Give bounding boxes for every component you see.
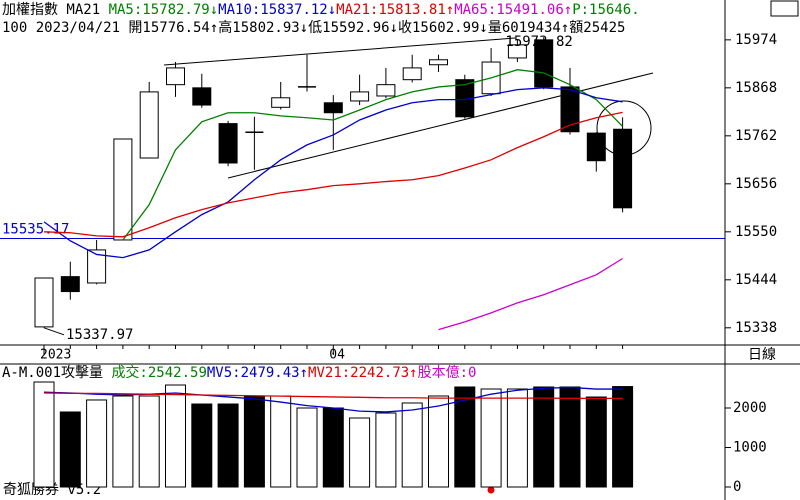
volume-legend-part: 成交:2542.59 bbox=[111, 364, 206, 381]
volume-bar bbox=[612, 386, 634, 488]
candle-body bbox=[376, 84, 396, 97]
volume-legend-part: MV21:2242.73↑ bbox=[308, 365, 418, 381]
candle-body bbox=[218, 123, 238, 164]
header-line-part: P:15646. bbox=[572, 2, 639, 18]
candle-body bbox=[402, 67, 422, 81]
y-tick-label: 15868 bbox=[735, 80, 777, 96]
ma-line bbox=[122, 69, 624, 241]
volume-bar bbox=[112, 395, 134, 488]
volume-bar bbox=[428, 395, 449, 488]
ma-line bbox=[438, 257, 623, 331]
reference-label: 15535.17 bbox=[2, 222, 69, 238]
volume-bar bbox=[559, 386, 581, 488]
volume-bar bbox=[138, 395, 160, 488]
trend-line bbox=[227, 72, 654, 179]
candle-body bbox=[507, 44, 527, 59]
candle-body bbox=[323, 102, 343, 114]
header-line-part: MA10:15837.12↓ bbox=[218, 2, 336, 18]
x-tick-label: 04 bbox=[329, 348, 345, 363]
annotation-line bbox=[43, 327, 65, 336]
candle-body bbox=[87, 249, 107, 284]
x-tick-label: 2023 bbox=[40, 348, 71, 363]
volume-legend-part: 股本億:0 bbox=[418, 365, 477, 381]
candle-body bbox=[139, 91, 159, 159]
candle-body bbox=[560, 86, 580, 133]
volume-bar bbox=[585, 396, 607, 488]
candle-body bbox=[34, 277, 54, 328]
y-tick-label: 15338 bbox=[735, 320, 777, 336]
header-line-part: 加權指數 MA21 bbox=[2, 2, 109, 18]
close-button[interactable] bbox=[770, 0, 799, 17]
volume-bar bbox=[270, 395, 292, 488]
volume-bar bbox=[454, 386, 476, 488]
low-annotation: 15337.97 bbox=[66, 327, 133, 343]
candle-body bbox=[113, 138, 133, 241]
y-tick-label: 15762 bbox=[735, 128, 777, 144]
volume-bar bbox=[243, 395, 265, 488]
high-annotation: 15973.82 bbox=[505, 34, 572, 50]
volume-legend-part: MV5:2479.43↑ bbox=[207, 365, 308, 381]
header-line: 100 2023/04/21 開15776.54↑高15802.93↓低1559… bbox=[2, 19, 625, 36]
header-line-part: MA65:15491.06↑ bbox=[454, 2, 572, 18]
candle-body bbox=[350, 91, 370, 102]
y-tick-label: 15444 bbox=[735, 272, 777, 288]
candle-body bbox=[613, 128, 633, 209]
y-tick-label: 1000 bbox=[733, 440, 767, 456]
header-line: 加權指數 MA21 MA5:15782.79↓MA10:15837.12↓MA2… bbox=[2, 2, 640, 18]
volume-bar bbox=[401, 402, 423, 488]
candle-body bbox=[586, 132, 606, 162]
candle-body bbox=[271, 97, 291, 108]
candle-body bbox=[166, 67, 185, 86]
volume-bar bbox=[506, 388, 528, 488]
candle-body bbox=[192, 87, 212, 106]
volume-bar bbox=[322, 407, 344, 488]
y-tick-label: 0 bbox=[733, 479, 741, 495]
period-label: 日線 bbox=[748, 347, 776, 363]
volume-bar bbox=[33, 381, 55, 488]
volume-bar bbox=[296, 407, 318, 488]
ma-line bbox=[43, 87, 623, 259]
y-tick-label: 2000 bbox=[733, 400, 767, 416]
signal-dot bbox=[487, 486, 495, 494]
volume-bar bbox=[86, 399, 108, 488]
volume-bar bbox=[191, 403, 213, 488]
ma-line bbox=[43, 111, 623, 238]
header-line-part: MA21:15813.81↑ bbox=[336, 2, 454, 18]
volume-bar bbox=[480, 388, 502, 488]
volume-legend: A-M.001攻擊量 成交:2542.59MV5:2479.43↑MV21:22… bbox=[2, 364, 476, 381]
volume-bar bbox=[165, 384, 186, 488]
trend-line bbox=[163, 37, 516, 66]
header-line-part: 100 2023/04/21 開15776.54↑高15802.93↓低1559… bbox=[2, 19, 625, 36]
volume-bar bbox=[533, 386, 555, 488]
volume-bar bbox=[217, 403, 239, 488]
header-line-part: MA5:15782.79↓ bbox=[109, 2, 219, 18]
candle-body bbox=[429, 59, 448, 66]
volume-legend-part: A-M.001攻擊量 bbox=[2, 364, 111, 381]
y-tick-label: 15656 bbox=[735, 176, 777, 192]
mv-line bbox=[43, 392, 623, 400]
volume-bar bbox=[59, 411, 81, 488]
candle-body bbox=[60, 276, 80, 293]
y-tick-label: 15974 bbox=[735, 32, 777, 48]
volume-bar bbox=[375, 412, 397, 488]
y-tick-label: 15550 bbox=[735, 224, 777, 240]
volume-bar bbox=[349, 417, 371, 488]
